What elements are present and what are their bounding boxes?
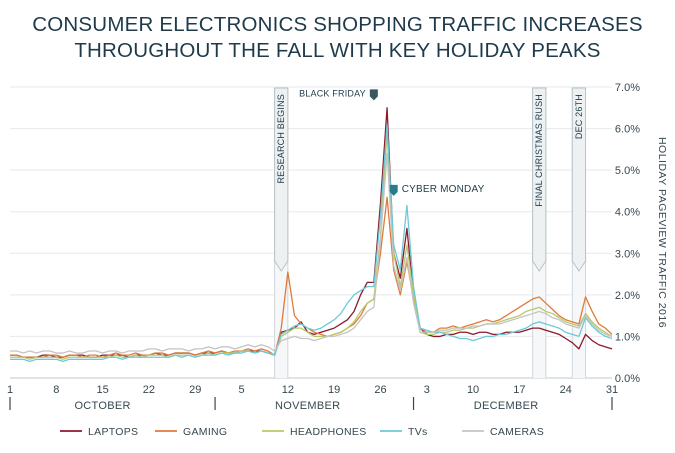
y-tick-label: 2.0% (615, 290, 640, 302)
chart-title-line-1: CONSUMER ELECTRONICS SHOPPING TRAFFIC IN… (32, 13, 643, 36)
band-callout (532, 87, 547, 272)
x-tick-label: 22 (143, 384, 155, 396)
y-tick-label: 7.0% (615, 82, 640, 94)
legend-label: LAPTOPS (88, 426, 138, 438)
event-marker-flag (369, 89, 378, 101)
band-label: DEC 26TH (574, 94, 584, 139)
y-tick-label: 3.0% (615, 248, 640, 260)
band-label: FINAL CHRISTMAS RUSH (534, 94, 544, 207)
month-label: DECEMBER (474, 400, 539, 412)
x-tick-label: 24 (560, 384, 572, 396)
x-tick-label: 19 (328, 384, 340, 396)
gridlines (10, 86, 612, 379)
band-label: RESEARCH BEGINS (276, 94, 286, 184)
legend-label: TVs (408, 426, 428, 438)
y-axis: 0.0% 1.0% 2.0% 3.0% 4.0% 5.0% 6.0% 7.0% HOLIDAY … (615, 82, 668, 385)
x-tick-label: 17 (513, 384, 525, 396)
event-markers: BLACK FRIDAY CYBER MONDAY (299, 88, 485, 196)
x-tick-label: 26 (374, 384, 386, 396)
y-tick-label: 0.0% (615, 373, 640, 385)
x-tick-label: 1 (7, 384, 13, 396)
y-tick-label: 6.0% (615, 124, 640, 136)
x-tick-label: 31 (606, 384, 618, 396)
event-marker-label: CYBER MONDAY (402, 184, 485, 195)
event-marker-label: BLACK FRIDAY (299, 88, 366, 98)
month-label: NOVEMBER (275, 400, 340, 412)
event-marker-flag (389, 184, 398, 196)
legend: LAPTOPS GAMING HEADPHONES TVs CAMERAS (60, 426, 544, 438)
x-tick-label: 15 (96, 384, 108, 396)
x-tick-label: 3 (424, 384, 430, 396)
y-tick-label: 1.0% (615, 331, 640, 343)
series-line-headphones (10, 132, 613, 360)
month-label: OCTOBER (74, 400, 130, 412)
chart-title-line-2: THROUGHOUT THE FALL WITH KEY HOLIDAY PEA… (74, 39, 601, 62)
series-line-laptops (10, 107, 613, 358)
y-tick-label: 4.0% (615, 207, 640, 219)
legend-label: CAMERAS (490, 426, 544, 438)
series-line-gaming (10, 196, 613, 358)
x-tick-label: 29 (189, 384, 201, 396)
legend-label: GAMING (183, 426, 227, 438)
x-tick-label: 8 (53, 384, 59, 396)
x-tick-label: 12 (282, 384, 294, 396)
series-lines (10, 107, 613, 363)
x-axis: 1 8 15 22 29 5 12 19 26 3 10 17 24 31 OCTOBER NOVEMBER D… (7, 384, 618, 412)
y-tick-label: 5.0% (615, 165, 640, 177)
x-tick-label: 10 (467, 384, 479, 396)
series-line-cameras (10, 152, 613, 354)
legend-label: HEADPHONES (290, 426, 367, 438)
series-line-tvs (10, 123, 613, 363)
y-axis-label: HOLIDAY PAGEVIEW TRAFFIC 2016 (656, 137, 668, 328)
x-tick-label: 5 (238, 384, 244, 396)
band-callout (274, 87, 289, 272)
band-callout (571, 87, 587, 272)
